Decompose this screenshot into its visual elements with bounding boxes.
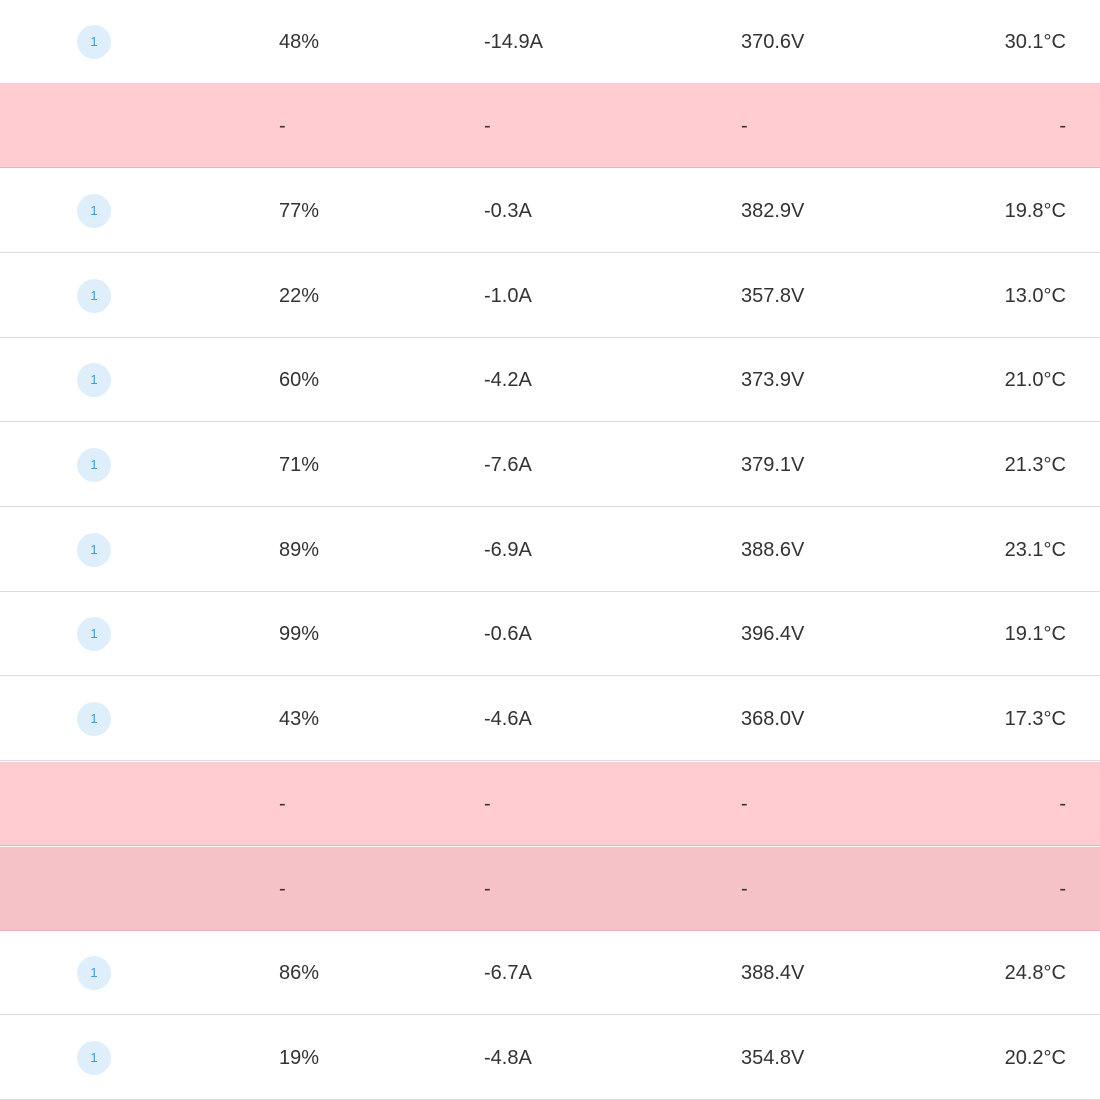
soc-cell: - bbox=[279, 793, 286, 815]
soc-cell: 43% bbox=[279, 708, 320, 730]
temperature-cell: - bbox=[1059, 878, 1066, 900]
instance-badge: 1 bbox=[77, 254, 113, 338]
instance-badge[interactable]: 1 bbox=[77, 25, 111, 59]
soc-cell: 86% bbox=[279, 962, 320, 984]
soc-cell: 48% bbox=[279, 31, 320, 53]
voltage-cell: 388.6V bbox=[741, 539, 805, 561]
table-row[interactable]: 1 71% -7.6A 379.1V 21.3°C bbox=[0, 423, 1100, 507]
temperature-cell: 19.1°C bbox=[1004, 623, 1066, 645]
soc-cell: 71% bbox=[279, 454, 320, 476]
table-row[interactable]: 1 89% -6.9A 388.6V 23.1°C bbox=[0, 508, 1100, 592]
instance-badge: 1 bbox=[77, 169, 113, 253]
current-cell: -7.6A bbox=[484, 454, 532, 476]
instance-badge[interactable]: 1 bbox=[77, 617, 111, 651]
current-cell: -6.9A bbox=[484, 539, 532, 561]
current-cell: - bbox=[484, 878, 491, 900]
table-row[interactable]: ---- bbox=[0, 84, 1100, 168]
table-row[interactable]: 1 48% -14.9A 370.6V 30.1°C bbox=[0, 0, 1100, 84]
soc-cell: 77% bbox=[279, 200, 320, 222]
table-row[interactable]: 1 99% -0.6A 396.4V 19.1°C bbox=[0, 592, 1100, 676]
soc-cell: 60% bbox=[279, 369, 320, 391]
instance-badge: 1 bbox=[77, 0, 113, 84]
table-row[interactable]: 1 22% -1.0A 357.8V 13.0°C bbox=[0, 254, 1100, 338]
table-row[interactable]: 1 19% -4.8A 354.8V 20.2°C bbox=[0, 1016, 1100, 1100]
voltage-cell: - bbox=[741, 115, 748, 137]
instance-badge bbox=[77, 84, 113, 168]
soc-cell: 89% bbox=[279, 539, 320, 561]
current-cell: -6.7A bbox=[484, 962, 532, 984]
voltage-cell: 379.1V bbox=[741, 454, 805, 476]
voltage-cell: - bbox=[741, 793, 748, 815]
voltage-cell: 396.4V bbox=[741, 623, 805, 645]
instance-badge bbox=[77, 847, 113, 931]
instance-badge[interactable]: 1 bbox=[77, 956, 111, 990]
instance-badge: 1 bbox=[77, 1016, 113, 1100]
current-cell: -0.3A bbox=[484, 200, 532, 222]
temperature-cell: 30.1°C bbox=[1004, 31, 1066, 53]
instance-badge[interactable]: 1 bbox=[77, 533, 111, 567]
soc-cell: 19% bbox=[279, 1047, 320, 1069]
table-row[interactable]: 1 86% -6.7A 388.4V 24.8°C bbox=[0, 931, 1100, 1015]
temperature-cell: 17.3°C bbox=[1004, 708, 1066, 730]
soc-cell: 99% bbox=[279, 623, 320, 645]
instance-badge[interactable]: 1 bbox=[77, 279, 111, 313]
temperature-cell: 13.0°C bbox=[1004, 285, 1066, 307]
table-row[interactable]: 1 43% -4.6A 368.0V 17.3°C bbox=[0, 677, 1100, 761]
current-cell: -0.6A bbox=[484, 623, 532, 645]
temperature-cell: - bbox=[1059, 115, 1066, 137]
voltage-cell: 357.8V bbox=[741, 285, 805, 307]
temperature-cell: - bbox=[1059, 793, 1066, 815]
instance-badge[interactable]: 1 bbox=[77, 1041, 111, 1075]
temperature-cell: 19.8°C bbox=[1004, 200, 1066, 222]
voltage-cell: - bbox=[741, 878, 748, 900]
voltage-cell: 373.9V bbox=[741, 369, 805, 391]
table-row[interactable]: 1 77% -0.3A 382.9V 19.8°C bbox=[0, 169, 1100, 253]
voltage-cell: 368.0V bbox=[741, 708, 805, 730]
instance-badge[interactable]: 1 bbox=[77, 702, 111, 736]
instance-badge: 1 bbox=[77, 423, 113, 507]
voltage-cell: 354.8V bbox=[741, 1047, 805, 1069]
current-cell: - bbox=[484, 793, 491, 815]
current-cell: -14.9A bbox=[484, 31, 543, 53]
instance-badge: 1 bbox=[77, 592, 113, 676]
temperature-cell: 21.0°C bbox=[1004, 369, 1066, 391]
temperature-cell: 21.3°C bbox=[1004, 454, 1066, 476]
soc-cell: 22% bbox=[279, 285, 320, 307]
current-cell: -1.0A bbox=[484, 285, 532, 307]
current-cell: - bbox=[484, 115, 491, 137]
instance-badge: 1 bbox=[77, 508, 113, 592]
instance-badge: 1 bbox=[77, 931, 113, 1015]
instance-badge: 1 bbox=[77, 677, 113, 761]
instance-badge[interactable]: 1 bbox=[77, 363, 111, 397]
table-row[interactable]: ---- bbox=[0, 847, 1100, 931]
voltage-cell: 370.6V bbox=[741, 31, 805, 53]
voltage-cell: 388.4V bbox=[741, 962, 805, 984]
instance-badge[interactable]: 1 bbox=[77, 194, 111, 228]
temperature-cell: 24.8°C bbox=[1004, 962, 1066, 984]
instance-badge: 1 bbox=[77, 338, 113, 422]
current-cell: -4.8A bbox=[484, 1047, 532, 1069]
table-row[interactable]: 1 60% -4.2A 373.9V 21.0°C bbox=[0, 338, 1100, 422]
temperature-cell: 20.2°C bbox=[1004, 1047, 1066, 1069]
instance-badge bbox=[77, 762, 113, 846]
soc-cell: - bbox=[279, 878, 286, 900]
current-cell: -4.2A bbox=[484, 369, 532, 391]
table-row[interactable]: ---- bbox=[0, 762, 1100, 846]
soc-cell: - bbox=[279, 115, 286, 137]
voltage-cell: 382.9V bbox=[741, 200, 805, 222]
instance-badge[interactable]: 1 bbox=[77, 448, 111, 482]
current-cell: -4.6A bbox=[484, 708, 532, 730]
temperature-cell: 23.1°C bbox=[1004, 539, 1066, 561]
